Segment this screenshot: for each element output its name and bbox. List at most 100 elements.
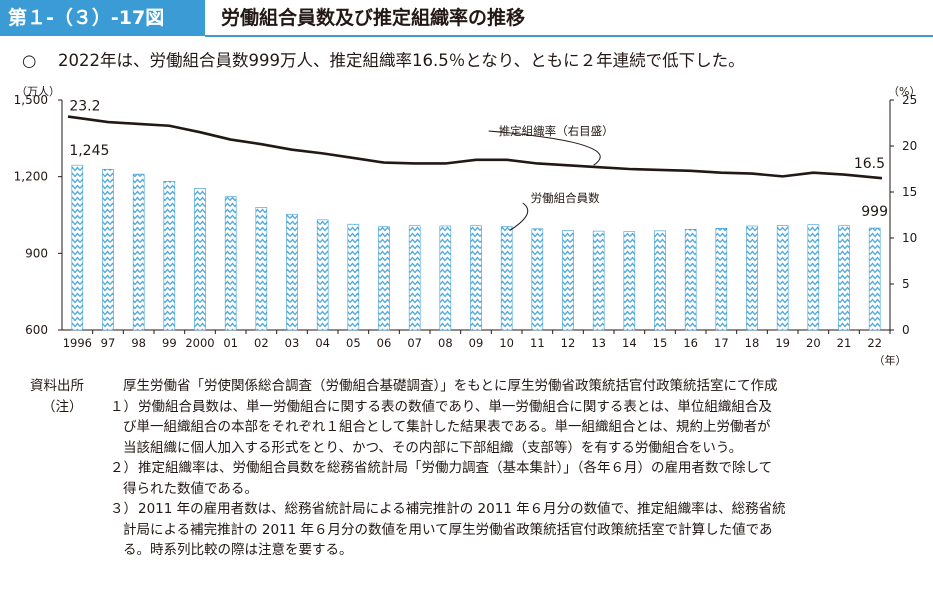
bar — [715, 227, 728, 331]
bar-series-annotation: 労働組合員数 — [531, 191, 600, 205]
note-text: 労働組合員数は、単一労働組合に関する表の数値であり、単一労働組合に関する表とは、… — [138, 398, 772, 415]
bar — [132, 173, 145, 331]
data-label-bar-last: 999 — [861, 204, 888, 220]
bar — [163, 180, 176, 331]
bar — [408, 225, 421, 331]
x-tick-label: 13 — [591, 336, 606, 350]
x-axis-unit: （年） — [874, 353, 907, 367]
right-tick-label: 0 — [902, 323, 910, 337]
note-item: ２） 推定組織率は、労働組合員数を総務省統計局「労働力調査（基本集計）」（各年６月… — [30, 458, 920, 499]
notes: 資料出所 厚生労働省「労使関係総合調査（労働組合基礎調査）」をもとに厚生労働省政… — [30, 376, 920, 561]
bar — [378, 226, 390, 331]
x-tick-label: 17 — [714, 336, 729, 350]
bar — [623, 231, 636, 331]
note-text: 推定組織率は、労働組合員数を総務省統計局「労働力調査（基本集計）」（各年６月）の… — [138, 460, 773, 476]
left-tick-label: 600 — [25, 323, 48, 337]
figure-header: 第１-（３）-17図 労働組合員数及び推定組織率の推移 — [0, 0, 933, 37]
x-tick-label: 06 — [377, 336, 392, 350]
note-line: る。時系列比較の際は注意を要する。 — [30, 540, 920, 561]
bar — [500, 226, 513, 331]
note-number: ３） — [110, 501, 137, 517]
x-tick-label: 2000 — [185, 336, 214, 350]
x-tick-label: 15 — [653, 336, 668, 350]
summary-bullet: ○ — [22, 51, 37, 70]
bar — [347, 223, 360, 331]
bar — [470, 225, 482, 331]
bar — [102, 168, 114, 331]
bar — [562, 230, 574, 331]
right-tick-label: 5 — [902, 277, 910, 291]
x-tick-label: 10 — [499, 336, 514, 350]
bar — [592, 230, 605, 331]
x-tick-label: 16 — [683, 336, 698, 350]
right-axis-unit: （%） — [888, 85, 920, 98]
figure-number: 第１-（３）-17図 — [0, 0, 205, 36]
source-label: 資料出所 — [30, 378, 84, 394]
x-tick-label: 04 — [315, 336, 330, 350]
x-tick-label: 1996 — [63, 336, 92, 350]
x-tick-label: 09 — [469, 336, 484, 350]
x-tick-label: 12 — [561, 336, 576, 350]
data-label-bar-first: 1,245 — [69, 143, 109, 159]
line-annotation-leader — [488, 130, 601, 166]
bar — [316, 219, 329, 331]
bar — [194, 188, 206, 331]
note-text: る。時系列比較の際は注意を要する。 — [123, 542, 353, 558]
note-text: 得られた数値である。 — [123, 480, 258, 497]
source-row: 資料出所 厚生労働省「労使関係総合調査（労働組合基礎調査）」をもとに厚生労働省政… — [30, 376, 920, 397]
x-tick-label: 01 — [223, 336, 238, 350]
bar — [531, 228, 544, 331]
x-tick-label: 97 — [101, 336, 116, 350]
note-line: び単一組織組合の本部をそれぞれ１組合として集計した結果表である。単一組織組合とは… — [30, 417, 920, 438]
x-tick-label: 98 — [131, 336, 146, 350]
x-tick-label: 07 — [407, 336, 422, 350]
note-line: 得られた数値である。 — [30, 479, 920, 500]
x-tick-label: 20 — [806, 336, 821, 350]
bar — [255, 207, 268, 331]
line-series — [67, 115, 883, 180]
x-tick-label: 02 — [254, 336, 269, 350]
x-tick-label: 14 — [622, 336, 637, 350]
note-line: 計局による補完推計の 2011 年６月分の数値を用いて厚生労働省政策統括官付政策… — [30, 520, 920, 541]
note-text: 計局による補完推計の 2011 年６月分の数値を用いて厚生労働省政策統括官付政策… — [123, 521, 773, 538]
note-text: 2011 年の雇用者数は、総務省統計局による補完推計の 2011 年６月分の数値… — [138, 501, 786, 517]
note-number: １） — [110, 398, 137, 415]
bar — [224, 196, 237, 331]
bar-annotation-leader — [509, 202, 529, 231]
note-number: ２） — [110, 460, 137, 476]
bar — [684, 229, 697, 331]
bar — [654, 230, 666, 331]
data-label-line-last: 16.5 — [854, 156, 885, 172]
x-tick-label: 19 — [775, 336, 790, 350]
bar — [286, 213, 298, 331]
bar — [439, 225, 452, 331]
right-tick-label: 15 — [902, 185, 917, 199]
x-tick-label: 18 — [745, 336, 760, 350]
note-items: （注） １） 労働組合員数は、単一労働組合に関する表の数値であり、単一労働組合に関す… — [30, 397, 920, 561]
left-tick-label: 900 — [25, 246, 48, 260]
right-tick-label: 25 — [902, 93, 917, 107]
summary-text: 2022年は、労働組合員数999万人、推定組織率16.5％となり、ともに２年連続… — [58, 51, 745, 70]
note-line: （注） １） 労働組合員数は、単一労働組合に関する表の数値であり、単一労働組合に関す… — [30, 397, 920, 418]
bar — [838, 225, 850, 331]
note-label: （注） — [42, 398, 83, 415]
note-text: 当該組織に個人加入する形式をとり、かつ、その内部に下部組織（支部等）を有する労働… — [123, 439, 743, 456]
line-series-annotation: 推定組織率（右目盛） — [499, 124, 614, 138]
header-rule — [205, 35, 933, 37]
right-tick-label: 10 — [902, 231, 917, 245]
note-line: ２） 推定組織率は、労働組合員数を総務省統計局「労働力調査（基本集計）」（各年６月… — [30, 458, 920, 479]
x-tick-label: 05 — [346, 336, 361, 350]
x-tick-label: 22 — [867, 336, 882, 350]
x-tick-label: 03 — [285, 336, 300, 350]
x-tick-label: 11 — [530, 336, 545, 350]
x-tick-label: 99 — [162, 336, 177, 350]
note-text: び単一組織組合の本部をそれぞれ１組合として集計した結果表である。単一組織組合とは… — [123, 419, 771, 435]
bar — [746, 225, 758, 331]
bar — [776, 225, 789, 331]
note-item: ３） 2011 年の雇用者数は、総務省統計局による補完推計の 2011 年６月分の… — [30, 499, 920, 561]
note-item: （注） １） 労働組合員数は、単一労働組合に関する表の数値であり、単一労働組合に関す… — [30, 397, 920, 459]
left-tick-label: 1,200 — [14, 170, 48, 184]
note-line: ３） 2011 年の雇用者数は、総務省統計局による補完推計の 2011 年６月分の… — [30, 499, 920, 520]
figure-title: 労働組合員数及び推定組織率の推移 — [221, 7, 526, 29]
